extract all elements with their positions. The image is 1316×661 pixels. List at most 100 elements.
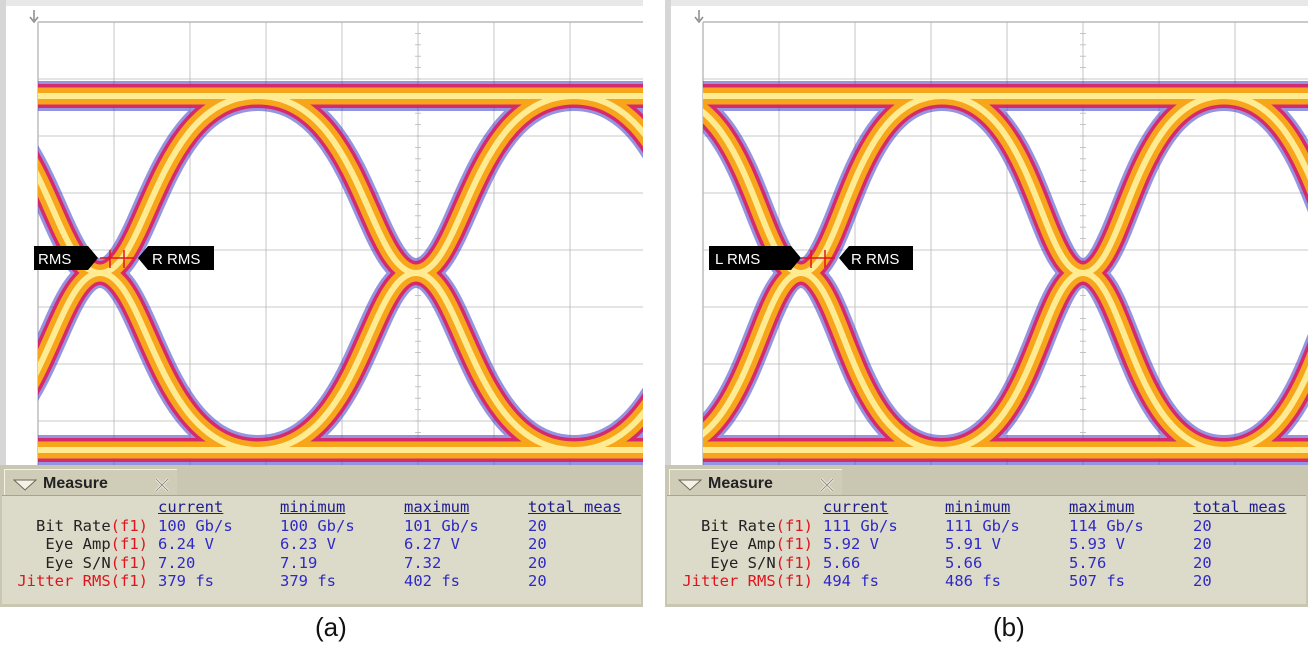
measure-maximum: 6.27 V xyxy=(404,535,460,553)
measure-maximum: 5.76 xyxy=(1069,553,1107,572)
measure-function: (f1) xyxy=(110,516,148,535)
right-rms-label: R RMS xyxy=(851,251,899,268)
scope-left-bar xyxy=(0,0,6,607)
measure-function: (f1) xyxy=(775,553,813,572)
measure-title: Measure xyxy=(708,475,773,492)
scope-top-bar xyxy=(665,0,1308,6)
measure-function: (f1) xyxy=(110,535,148,553)
caption-a: (a) xyxy=(315,612,347,642)
measure-minimum: 5.91 V xyxy=(945,535,1001,553)
measure-function: (f1) xyxy=(775,572,813,590)
measure-current: 100 Gb/s xyxy=(158,516,233,535)
measure-function: (f1) xyxy=(775,535,813,553)
measure-current: 6.24 V xyxy=(158,535,214,553)
trace-core xyxy=(703,93,1308,453)
measure-maximum: 507 fs xyxy=(1069,572,1125,590)
measure-total: 20 xyxy=(1193,572,1212,590)
crossing-cursor xyxy=(801,250,835,268)
right-rms-marker: R RMS xyxy=(138,246,214,270)
measure-row[interactable]: Bit Rate(f1) 100 Gb/s 100 Gb/s 101 Gb/s … xyxy=(2,517,638,536)
close-icon[interactable] xyxy=(818,476,836,494)
measure-total: 20 xyxy=(528,572,547,590)
measure-current: 5.92 V xyxy=(823,535,879,553)
close-icon[interactable] xyxy=(153,476,171,494)
right-rms-label: R RMS xyxy=(152,251,200,268)
measure-label: Eye Amp xyxy=(710,535,776,553)
measure-total: 20 xyxy=(1193,553,1212,572)
measure-current: 7.20 xyxy=(158,553,196,572)
measure-minimum: 5.66 xyxy=(945,553,983,572)
rms-markers: RMS R RMS xyxy=(34,246,214,270)
measure-title: Measure xyxy=(43,475,108,492)
measure-table: current minimum maximum total meas Bit R… xyxy=(2,498,638,591)
measure-minimum: 379 fs xyxy=(280,572,336,590)
column-minimum: minimum xyxy=(945,498,1011,516)
measure-total: 20 xyxy=(528,553,547,572)
chevron-down-icon[interactable] xyxy=(13,479,37,491)
measure-panel: Measure current minimum maximum total me… xyxy=(0,465,643,607)
measure-total: 20 xyxy=(1193,516,1212,535)
left-rms-marker: RMS xyxy=(34,246,98,270)
eye-diagram-panel-a: RMS R RMS Measure xyxy=(0,0,643,607)
measure-row[interactable]: Eye S/N(f1) 7.20 7.19 7.32 20 xyxy=(2,554,638,573)
measure-maximum: 114 Gb/s xyxy=(1069,516,1144,535)
scope-left-bar xyxy=(665,0,671,607)
trace-core xyxy=(38,93,643,453)
measure-total: 20 xyxy=(1193,535,1212,553)
rms-markers: L RMS R RMS xyxy=(709,246,913,270)
measure-tab[interactable]: Measure xyxy=(669,469,842,498)
measure-maximum: 7.32 xyxy=(404,553,442,572)
measure-function: (f1) xyxy=(110,553,148,572)
scope-top-bar xyxy=(0,0,643,6)
measure-body: current minimum maximum total meas Bit R… xyxy=(667,495,1306,604)
measure-current: 5.66 xyxy=(823,553,861,572)
measure-maximum: 5.93 V xyxy=(1069,535,1125,553)
left-rms-label: RMS xyxy=(38,251,71,268)
measure-function: (f1) xyxy=(775,516,813,535)
measure-row[interactable]: Jitter RMS(f1) 379 fs 379 fs 402 fs 20 xyxy=(2,572,638,591)
measure-label: Eye Amp xyxy=(45,535,111,553)
trigger-arrow-icon xyxy=(694,10,704,24)
graticule xyxy=(37,21,643,465)
measure-current: 494 fs xyxy=(823,572,879,590)
eye-traces xyxy=(703,81,1308,465)
measure-body: current minimum maximum total meas Bit R… xyxy=(2,495,641,604)
measure-maximum: 101 Gb/s xyxy=(404,516,479,535)
chevron-down-icon[interactable] xyxy=(678,479,702,491)
measure-tab[interactable]: Measure xyxy=(4,469,177,498)
measure-current: 379 fs xyxy=(158,572,214,590)
measure-label: Eye S/N xyxy=(710,553,776,572)
measure-maximum: 402 fs xyxy=(404,572,460,590)
measure-current: 111 Gb/s xyxy=(823,516,898,535)
measure-minimum: 486 fs xyxy=(945,572,1001,590)
measure-row[interactable]: Eye S/N(f1) 5.66 5.66 5.76 20 xyxy=(667,554,1303,573)
measure-row[interactable]: Eye Amp(f1) 5.92 V 5.91 V 5.93 V 20 xyxy=(667,535,1303,554)
column-current: current xyxy=(823,498,889,516)
measure-table: current minimum maximum total meas Bit R… xyxy=(667,498,1303,591)
measure-minimum: 7.19 xyxy=(280,553,318,572)
measure-label: Bit Rate xyxy=(36,516,111,535)
trigger-arrow-icon xyxy=(29,10,39,24)
measure-minimum: 100 Gb/s xyxy=(280,516,355,535)
measure-label: Eye S/N xyxy=(45,553,111,572)
column-total-meas: total meas xyxy=(1193,498,1287,516)
measure-minimum: 6.23 V xyxy=(280,535,336,553)
column-current: current xyxy=(158,498,224,516)
measure-function: (f1) xyxy=(110,572,148,590)
measure-minimum: 111 Gb/s xyxy=(945,516,1020,535)
column-maximum: maximum xyxy=(1069,498,1135,516)
eye-traces xyxy=(38,81,643,465)
measure-row[interactable]: Eye Amp(f1) 6.24 V 6.23 V 6.27 V 20 xyxy=(2,535,638,554)
column-total-meas: total meas xyxy=(528,498,622,516)
measure-label: Jitter RMS xyxy=(682,572,776,590)
measure-panel: Measure current minimum maximum total me… xyxy=(665,465,1308,607)
column-maximum: maximum xyxy=(404,498,470,516)
measure-total: 20 xyxy=(528,535,547,553)
measure-label: Bit Rate xyxy=(701,516,776,535)
measure-header-row: current minimum maximum total meas xyxy=(2,498,638,517)
left-rms-label: L RMS xyxy=(715,251,760,268)
caption-b: (b) xyxy=(993,612,1025,642)
right-rms-marker: R RMS xyxy=(839,246,913,270)
measure-row[interactable]: Bit Rate(f1) 111 Gb/s 111 Gb/s 114 Gb/s … xyxy=(667,517,1303,536)
measure-row[interactable]: Jitter RMS(f1) 494 fs 486 fs 507 fs 20 xyxy=(667,572,1303,591)
